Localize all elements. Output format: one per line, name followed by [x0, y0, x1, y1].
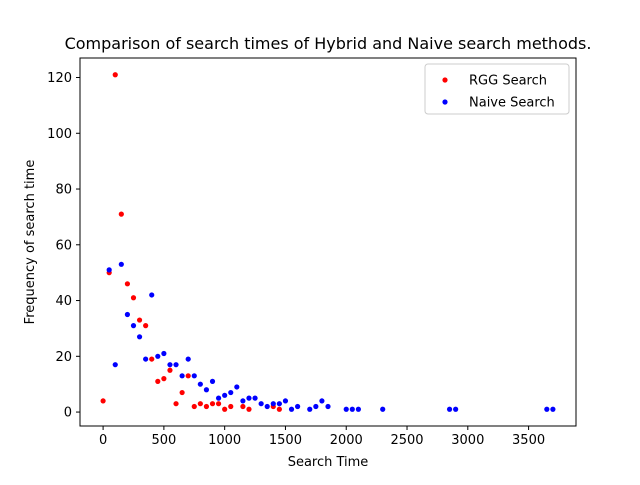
y-tick-label: 120: [47, 71, 72, 86]
data-point: [112, 362, 118, 368]
x-tick-label: 2000: [330, 433, 363, 448]
plot-area: [100, 72, 556, 412]
x-tick-label: 1500: [269, 433, 302, 448]
x-tick-label: 3500: [512, 433, 545, 448]
data-point: [222, 406, 228, 412]
data-point: [246, 395, 252, 401]
data-point: [228, 389, 234, 396]
legend-marker: [442, 99, 448, 105]
data-point: [288, 406, 295, 412]
data-point: [173, 362, 179, 368]
data-point: [191, 403, 197, 410]
data-point: [544, 406, 550, 412]
data-point: [355, 406, 361, 412]
data-point: [197, 401, 203, 407]
legend-marker: [442, 77, 448, 83]
data-point: [155, 378, 161, 384]
y-tick-label: 80: [55, 183, 72, 198]
data-point: [258, 401, 264, 407]
x-tick-label: 0: [99, 433, 107, 448]
data-point: [240, 403, 246, 410]
y-tick-label: 0: [64, 406, 72, 421]
data-point: [173, 401, 179, 407]
data-point: [124, 281, 131, 287]
y-tick-label: 20: [55, 350, 72, 365]
data-point: [215, 395, 222, 401]
x-axis-label: Search Time: [288, 455, 369, 470]
data-point: [161, 376, 167, 382]
data-point: [191, 373, 197, 379]
data-point: [124, 311, 131, 318]
data-point: [179, 389, 185, 396]
x-tick-label: 3000: [451, 433, 484, 448]
data-point: [276, 406, 282, 412]
data-point: [136, 317, 143, 323]
data-point: [307, 406, 313, 412]
data-point: [453, 406, 459, 412]
data-point: [185, 373, 191, 379]
data-point: [215, 401, 222, 407]
data-point: [228, 403, 234, 410]
data-point: [252, 395, 258, 401]
data-point: [185, 356, 191, 362]
data-point: [319, 398, 325, 404]
data-point: [325, 403, 331, 410]
y-tick-label: 40: [55, 294, 72, 309]
data-point: [106, 267, 112, 273]
data-point: [246, 406, 252, 412]
data-point: [155, 353, 161, 359]
data-point: [349, 406, 355, 412]
data-point: [143, 323, 149, 329]
data-point: [295, 403, 301, 410]
data-point: [222, 392, 228, 398]
legend: RGG Search Naive Search: [424, 63, 570, 115]
data-point: [313, 403, 319, 410]
data-point: [118, 261, 124, 267]
legend-label: Naive Search: [469, 96, 555, 111]
legend-box: [424, 63, 570, 115]
x-tick-label: 2500: [390, 433, 423, 448]
y-tick-label: 100: [47, 127, 72, 142]
data-point: [167, 367, 173, 373]
x-tick-label: 1000: [208, 433, 241, 448]
data-point: [446, 406, 453, 412]
data-point: [149, 356, 155, 362]
data-point: [130, 295, 137, 301]
x-tick-label: 500: [151, 433, 176, 448]
plot-frame: [79, 57, 577, 427]
data-point: [197, 381, 203, 387]
data-point: [161, 350, 167, 357]
data-point: [240, 398, 246, 404]
data-point: [209, 378, 216, 384]
data-point: [264, 403, 270, 410]
data-point: [136, 334, 143, 340]
chart-title: Comparison of search times of Hybrid and…: [65, 34, 592, 53]
data-point: [234, 384, 240, 390]
data-point: [130, 323, 137, 329]
data-point: [270, 401, 276, 407]
data-point: [550, 406, 556, 412]
data-point: [203, 387, 210, 393]
legend-label: RGG Search: [469, 74, 547, 89]
data-point: [203, 403, 210, 410]
y-tick-label: 60: [55, 238, 72, 253]
data-point: [149, 292, 155, 298]
data-point: [143, 356, 149, 362]
data-point: [112, 72, 118, 78]
data-point: [380, 406, 386, 412]
data-point: [179, 373, 185, 379]
series-naive-search: [106, 261, 556, 412]
data-point: [276, 401, 282, 407]
data-point: [209, 401, 216, 407]
y-axis-label: Frequency of search time: [23, 160, 38, 325]
axes: 0 500 1000 1500 2000 2500 3000 3500 0 20 40 60 80 100…: [47, 57, 577, 448]
data-point: [167, 362, 173, 368]
data-point: [343, 406, 349, 412]
data-point: [282, 398, 289, 404]
data-point: [118, 211, 124, 217]
data-point: [100, 398, 106, 404]
